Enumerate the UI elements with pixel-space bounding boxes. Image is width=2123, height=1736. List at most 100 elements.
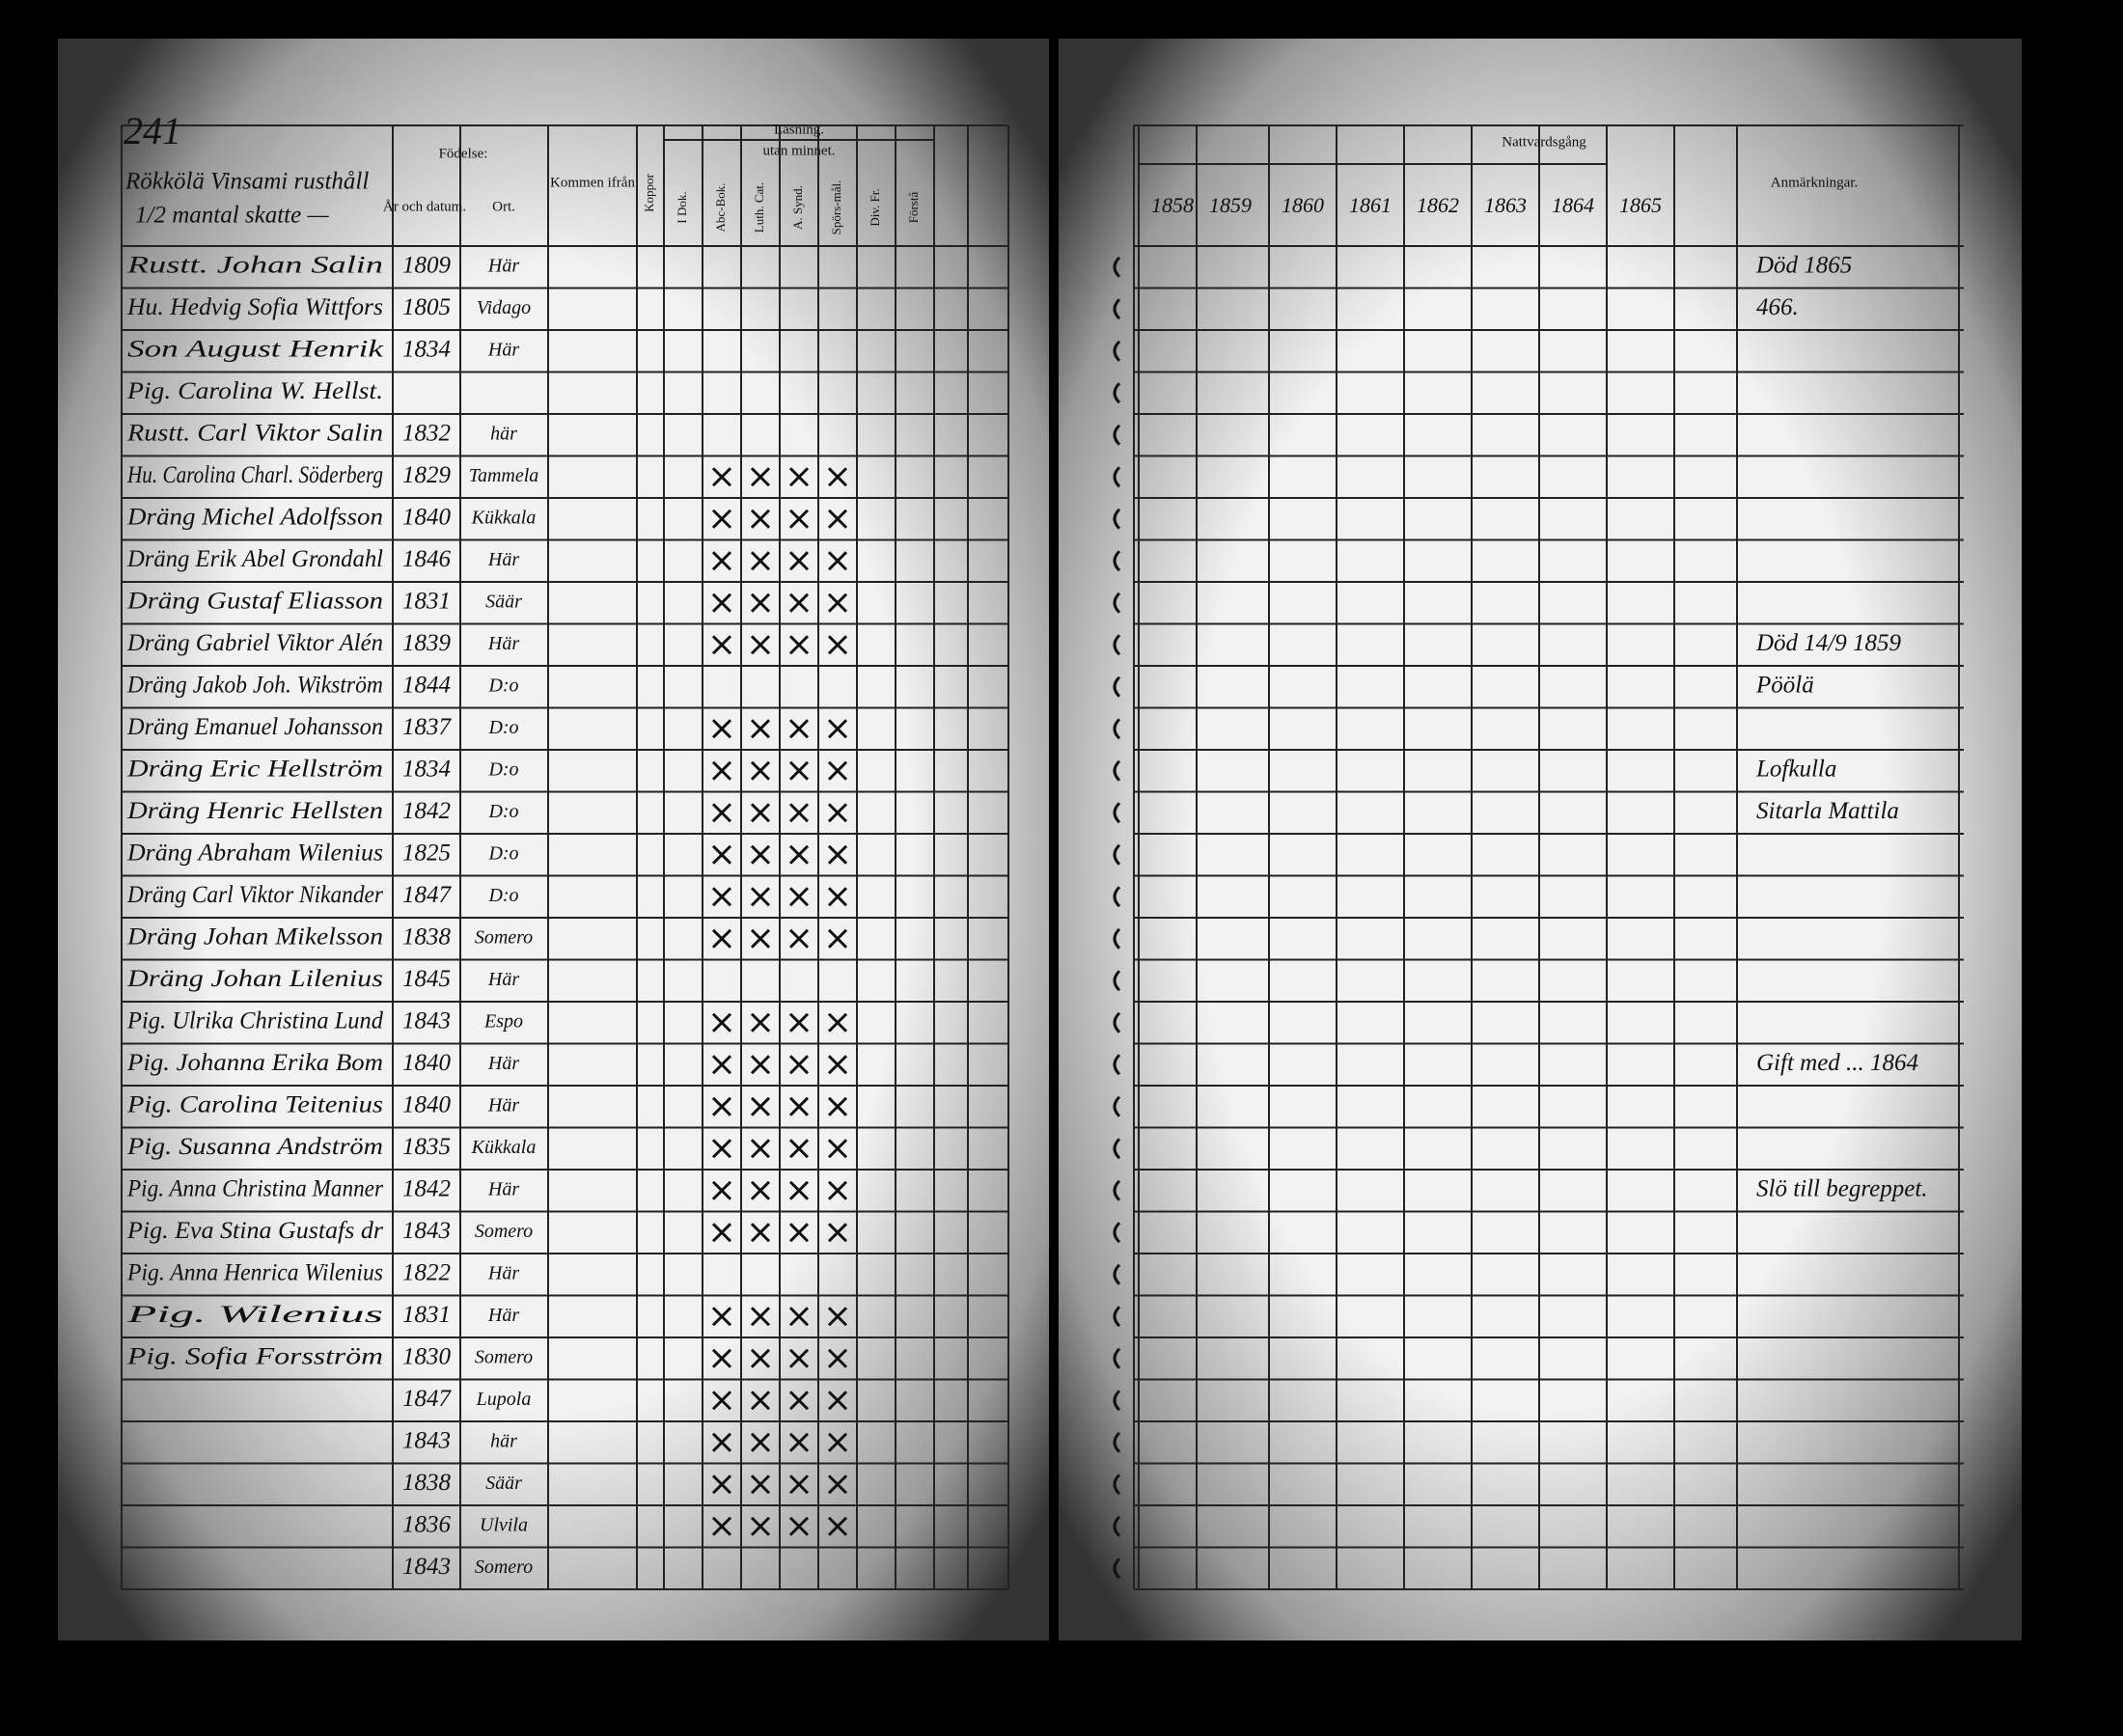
birth-place: Somero [475, 926, 533, 948]
check-mark [750, 1223, 771, 1243]
birth-place: Somero [475, 1346, 533, 1367]
birth-place: Här [487, 633, 519, 654]
check-mark [827, 509, 848, 529]
margin-mark [1113, 424, 1121, 446]
birth-place: Här [487, 1262, 519, 1283]
check-mark [827, 760, 848, 781]
person-name: Dräng Henric Hellsten [126, 798, 383, 824]
person-name: Hu. Hedvig Sofia Wittfors [126, 294, 383, 320]
check-mark [788, 1055, 810, 1075]
header: Anmärkningar. [1771, 175, 1858, 190]
margin-mark [1113, 1306, 1121, 1328]
person-name: Pig. Wilenius [125, 1302, 383, 1328]
check-mark [750, 1391, 771, 1411]
birth-year: 1835 [402, 1134, 451, 1160]
check-mark [711, 1474, 732, 1495]
check-mark [750, 760, 771, 781]
check-mark [711, 635, 732, 655]
header: Läsning. [774, 122, 824, 137]
check-mark [788, 635, 810, 655]
check-mark [788, 803, 810, 823]
check-mark [750, 1096, 771, 1116]
check-mark [788, 1348, 810, 1368]
year-header: 1861 [1349, 193, 1392, 217]
check-mark [827, 1139, 848, 1159]
check-mark [788, 760, 810, 781]
margin-mark [1113, 340, 1121, 362]
check-mark [711, 1307, 732, 1327]
birth-year: 1831 [402, 588, 451, 614]
check-mark [788, 887, 810, 907]
check-mark [788, 1432, 810, 1452]
margin-mark [1113, 1474, 1121, 1496]
check-mark [827, 1012, 848, 1033]
birth-place: Vidago [477, 297, 531, 318]
year-header: 1860 [1282, 193, 1324, 217]
margin-mark [1113, 1054, 1121, 1076]
check-mark [827, 1348, 848, 1368]
remark: Lofkulla [1755, 756, 1836, 782]
left-page [58, 39, 1052, 1640]
check-mark [788, 1516, 810, 1536]
check-mark [711, 803, 732, 823]
header: Kommen ifrån [550, 175, 635, 190]
check-mark [750, 1180, 771, 1200]
check-mark [750, 592, 771, 613]
check-mark [827, 1096, 848, 1116]
birth-place: Somero [475, 1557, 533, 1578]
check-mark [750, 635, 771, 655]
margin-mark [1113, 1431, 1121, 1453]
birth-year: 1847 [402, 882, 453, 908]
person-name: Dräng Jakob Joh. Wikström [126, 672, 383, 698]
margin-mark [1113, 927, 1121, 950]
margin-mark [1113, 970, 1121, 992]
grid [121, 124, 1964, 1590]
birth-place: här [490, 423, 517, 444]
person-name: Pig. Carolina W. Hellst. [126, 378, 383, 404]
birth-place: Här [487, 1053, 519, 1074]
check-mark [750, 1139, 771, 1159]
page-number: 241 [124, 109, 181, 152]
column-header: Div. Fr. [868, 188, 882, 226]
title: 1/2 mantal skatte — [135, 203, 329, 229]
check-mark [711, 1139, 732, 1159]
birth-year: 1822 [402, 1259, 451, 1285]
check-mark [750, 1348, 771, 1368]
check-mark [750, 844, 771, 865]
birth-year: 1845 [402, 966, 451, 992]
birth-place: D:o [487, 717, 518, 738]
person-name: Dräng Carl Viktor Nikander [126, 882, 383, 908]
check-mark [711, 928, 732, 949]
check-mark [750, 1055, 771, 1075]
check-mark [827, 1516, 848, 1536]
person-name: Pig. Sofia Forsström [126, 1343, 383, 1369]
birth-year: 1829 [402, 462, 452, 488]
title: Rökkölä Vinsami rusthåll [124, 169, 369, 195]
check-mark [827, 592, 848, 613]
remark: 466. [1756, 294, 1799, 320]
remark: Död 1865 [1755, 252, 1852, 278]
check-mark [750, 1012, 771, 1033]
check-mark [788, 928, 810, 949]
remark: Slö till begreppet. [1756, 1175, 1928, 1201]
check-mark [788, 719, 810, 739]
person-name: Rustt. Johan Salin [126, 252, 383, 278]
check-mark [827, 844, 848, 865]
check-mark [827, 1180, 848, 1200]
margin-mark [1113, 592, 1121, 614]
check-mark [788, 592, 810, 613]
person-name: Pig. Carolina Teitenius [126, 1091, 383, 1117]
check-mark [827, 1391, 848, 1411]
check-mark [711, 760, 732, 781]
check-mark [788, 1474, 810, 1495]
margin-mark [1113, 1179, 1121, 1201]
birth-place: Säär [485, 1473, 522, 1494]
birth-year: 1843 [402, 1007, 451, 1033]
margin-mark [1113, 382, 1121, 404]
year-header: 1862 [1417, 193, 1459, 217]
check-mark [711, 887, 732, 907]
check-mark [788, 1096, 810, 1116]
check-mark [750, 719, 771, 739]
column-header: Spörs-mål. [829, 180, 843, 235]
column-header: Förstå [906, 192, 921, 224]
